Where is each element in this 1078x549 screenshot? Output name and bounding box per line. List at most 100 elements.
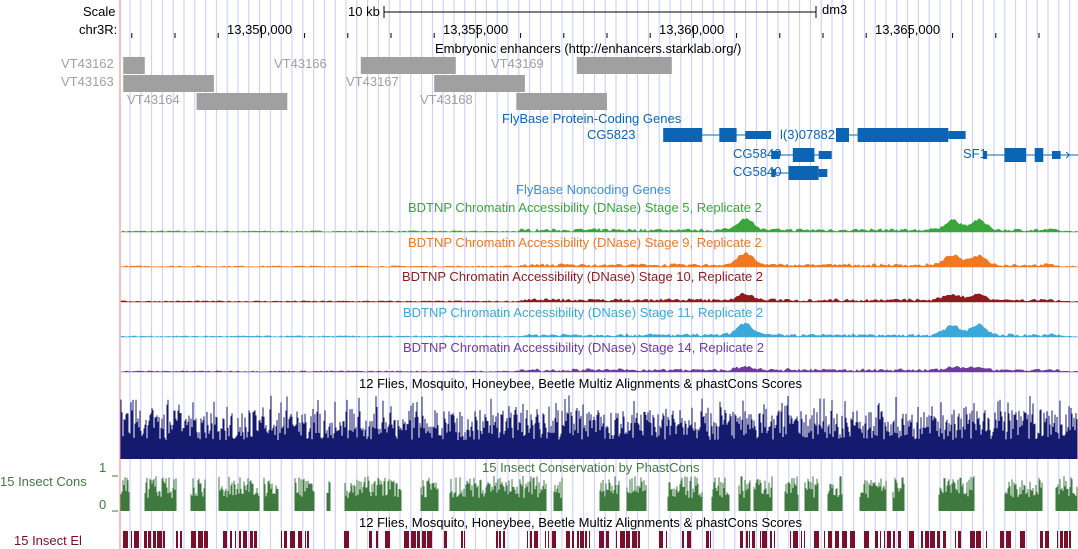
dnase-signal [120,292,1078,303]
conserved-element [180,531,182,548]
elements-left-label[interactable]: 15 Insect El [14,533,82,548]
gene-cg5823-exon [663,128,703,142]
conserved-element [616,531,617,548]
conserved-element [828,531,832,548]
conserved-element [682,531,684,548]
noncoding-track-title[interactable]: FlyBase Noncoding Genes [516,182,671,197]
gene-cg5840-exon [792,148,815,162]
dnase-track-title[interactable]: BDTNP Chromatin Accessibility (DNase) St… [403,340,765,355]
conserved-element [123,531,128,548]
conserved-element [204,531,208,548]
conserved-element [163,531,165,548]
gene-label-l307882[interactable]: l(3)07882 [780,127,835,142]
dnase-track-title[interactable]: BDTNP Chromatin Accessibility (DNase) St… [403,305,764,320]
enhancer-label[interactable]: VT43169 [491,56,544,71]
conserved-element [790,531,791,548]
enhancer-feature [360,57,456,74]
conserved-element [298,531,302,548]
gene-sf1-exon [1034,148,1044,162]
conserved-element [986,531,987,548]
gene-track-title[interactable]: FlyBase Protein-Coding Genes [502,111,682,126]
conserved-element [842,531,847,548]
phastcons-axis-max: 1 [99,460,107,475]
dnase-track-title[interactable]: BDTNP Chromatin Accessibility (DNase) St… [408,200,762,215]
conserved-element [148,531,151,548]
conserved-element [585,531,587,548]
conserved-element [369,531,372,548]
conserved-element [376,531,378,548]
conserved-element [411,531,416,548]
ruler-tick-label: 13,360,000 [659,22,725,37]
enhancer-label[interactable]: VT43164 [127,92,180,107]
conserved-element [824,531,825,548]
gene-cg5840-exon [788,166,819,180]
enhancer-label[interactable]: VT43162 [61,56,114,71]
phastcons-axis-min: 0 [99,497,107,512]
conserved-element [496,531,498,548]
enhancer-label[interactable]: VT43163 [61,74,114,89]
conserved-element [850,531,855,548]
conserved-element [1045,531,1049,548]
gene-label-cg5823[interactable]: CG5823 [587,127,636,142]
elements-track-title[interactable]: 12 Flies, Mosquito, Honeybee, Beetle Mul… [359,515,802,530]
gene-cg5840-exon [818,151,832,159]
conserved-element [344,531,349,548]
scale-bar-label: 10 kb [348,4,380,19]
phastcons-left-label[interactable]: 15 Insect Cons [0,474,87,489]
conserved-element [770,531,772,548]
conserved-element [970,531,975,548]
conserved-element [239,531,241,548]
ruler-tick-label: 13,350,000 [227,22,293,37]
conserved-element [230,531,232,548]
conserved-element [157,531,162,548]
conserved-element [835,531,839,548]
gene-l307882-exon [948,131,966,139]
conserved-element [144,531,147,548]
gene-label-sf1[interactable]: SF1 [963,146,987,161]
conserved-element [250,531,253,548]
enhancer-label[interactable]: VT43167 [346,74,399,89]
conserved-element [746,531,748,548]
multiz-track-title[interactable]: 12 Flies, Mosquito, Honeybee, Beetle Mul… [359,376,802,391]
conserved-element [1040,531,1043,548]
gene-sf1-exon [1004,148,1026,162]
conserved-element [620,531,625,548]
gene-label-cg5840[interactable]: CG5840 [733,146,782,161]
conserved-element [577,531,579,548]
conserved-element [955,531,956,548]
enhancer-track-title[interactable]: Embryonic enhancers (http://enhancers.st… [435,41,742,56]
dnase-track-title[interactable]: BDTNP Chromatin Accessibility (DNase) St… [402,269,764,284]
conserved-element [976,531,981,548]
conserved-element [925,531,929,548]
ruler-tick-label: 13,355,000 [443,22,509,37]
conserved-element [606,531,609,548]
dnase-signal [120,365,1078,373]
conserved-element [774,531,775,548]
enhancer-feature [516,93,607,110]
phastcons-track-title[interactable]: 15 Insect Conservation by PhastCons [482,460,700,475]
conserved-element [884,531,885,548]
conserved-element [898,531,901,548]
enhancer-feature [123,75,214,92]
scale-label: Scale [83,4,116,19]
dnase-track-title[interactable]: BDTNP Chromatin Accessibility (DNase) St… [408,235,762,250]
conserved-element [626,531,630,548]
enhancer-feature [196,93,288,110]
conserved-element [548,531,549,548]
enhancer-label[interactable]: VT43166 [274,56,327,71]
conserved-element [176,531,178,548]
conserved-element [599,531,604,548]
conserved-element [659,531,663,548]
gene-cg5823-exon [745,131,772,139]
conserved-element [632,531,637,548]
gene-label-cg5840[interactable]: CG5840 [733,164,782,179]
enhancer-label[interactable]: VT43168 [420,92,473,107]
conserved-element [793,531,798,548]
conserved-element [749,531,750,548]
conserved-element [1060,531,1063,548]
gene-l307882-exon [857,128,949,142]
conserved-element [638,531,640,548]
conserved-element [235,531,236,548]
